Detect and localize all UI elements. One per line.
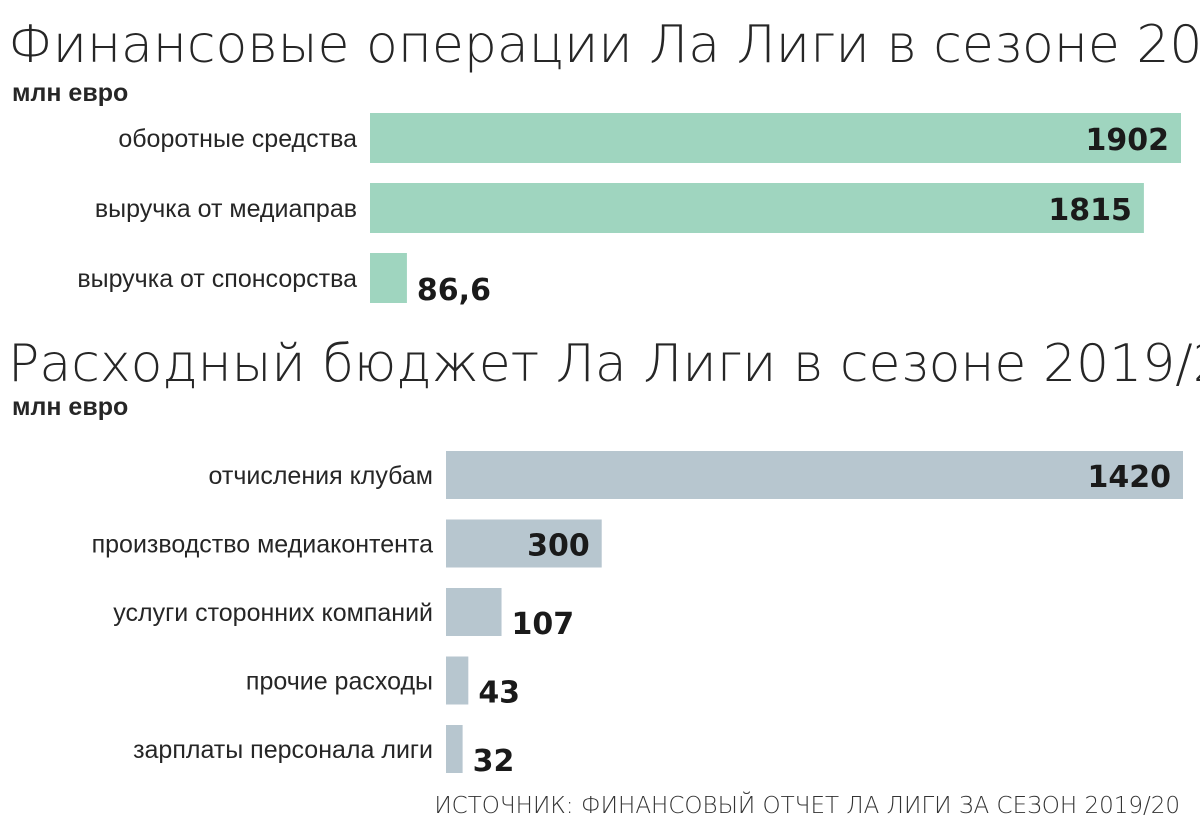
chart2-category-label: зарплаты персонала лиги bbox=[133, 736, 433, 764]
chart2-bars: отчисления клубам 1420 производство медиак… bbox=[92, 451, 1183, 779]
chart2-category-label: прочие расходы bbox=[246, 668, 433, 696]
chart1-bars: оборотные средства 1902 выручка от медиапр… bbox=[77, 113, 1181, 308]
chart2-value-label: 43 bbox=[478, 676, 520, 711]
chart2-bar bbox=[446, 725, 463, 773]
chart1-value-label: 1902 bbox=[1086, 123, 1170, 158]
source-note: ИСТОЧНИК: ФИНАНСОВЫЙ ОТЧЕТ ЛА ЛИГИ ЗА СЕ… bbox=[434, 791, 1180, 819]
chart2-value-label: 300 bbox=[527, 529, 590, 564]
chart1-bar bbox=[370, 113, 1181, 163]
chart2-bar bbox=[446, 519, 602, 568]
chart2-value-label: 32 bbox=[473, 744, 515, 779]
chart1-title: Финансовые операции Ла Лиги в сезоне 201… bbox=[8, 15, 1200, 75]
chart2-bar bbox=[446, 451, 1183, 499]
chart2-category-label: отчисления клубам bbox=[209, 462, 433, 490]
chart1-category-label: оборотные средства bbox=[118, 125, 357, 153]
chart1-category-label: выручка от спонсорства bbox=[77, 265, 357, 293]
chart1-value-label: 1815 bbox=[1048, 193, 1132, 228]
chart2-title: Расходный бюджет Ла Лиги в сезоне 2019/2… bbox=[8, 334, 1200, 394]
chart1-category-label: выручка от медиаправ bbox=[95, 195, 357, 223]
chart2-unit: млн евро bbox=[12, 393, 128, 421]
chart2-category-label: услуги сторонних компаний bbox=[113, 599, 433, 627]
chart1-bar bbox=[370, 183, 1144, 233]
chart2-category-label: производство медиаконтента bbox=[92, 531, 433, 559]
chart2-value-label: 1420 bbox=[1088, 460, 1172, 495]
chart1-bar bbox=[370, 253, 407, 303]
chart2-bar bbox=[446, 656, 469, 705]
chart2-bar bbox=[446, 588, 502, 636]
chart2-value-label: 107 bbox=[512, 607, 575, 642]
chart1-unit: млн евро bbox=[12, 79, 128, 107]
chart1-value-label: 86,6 bbox=[417, 273, 491, 308]
